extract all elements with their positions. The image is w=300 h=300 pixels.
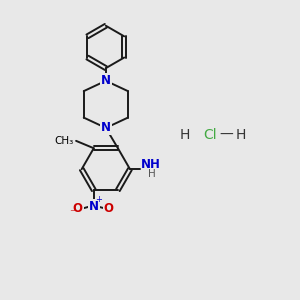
- Text: N: N: [89, 200, 99, 213]
- Text: H: H: [148, 169, 155, 179]
- Text: +: +: [96, 195, 103, 204]
- Text: —: —: [219, 128, 233, 142]
- Text: O: O: [73, 202, 82, 215]
- Text: N: N: [101, 74, 111, 87]
- Text: ⁻: ⁻: [69, 207, 76, 220]
- Text: H: H: [236, 128, 246, 142]
- Text: O: O: [103, 202, 113, 215]
- Text: CH₃: CH₃: [55, 136, 74, 146]
- Text: H: H: [179, 128, 190, 142]
- Text: Cl: Cl: [203, 128, 217, 142]
- Text: N: N: [101, 122, 111, 134]
- Text: NH: NH: [141, 158, 161, 171]
